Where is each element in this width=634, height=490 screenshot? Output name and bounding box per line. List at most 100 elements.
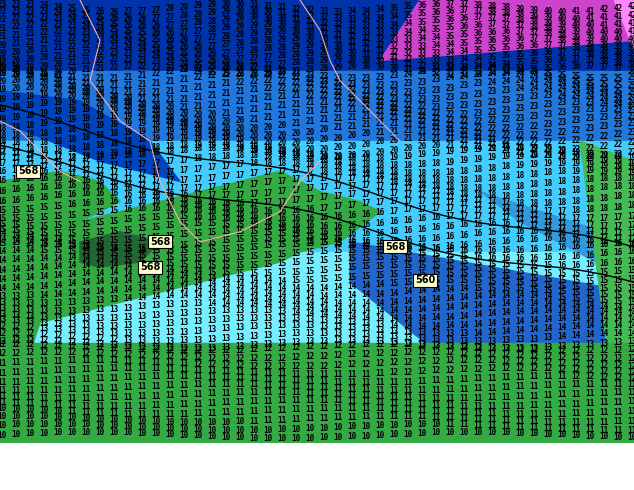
Text: 11: 11	[333, 413, 342, 422]
Text: 18: 18	[628, 182, 634, 191]
Text: 21: 21	[165, 77, 174, 86]
Text: 39: 39	[571, 33, 581, 42]
Text: 19: 19	[39, 70, 49, 78]
Text: 21: 21	[501, 142, 510, 150]
Text: 23: 23	[543, 100, 553, 109]
Text: 20: 20	[25, 54, 35, 64]
Text: 11: 11	[165, 358, 174, 367]
Text: 11: 11	[138, 357, 146, 366]
Text: 16: 16	[81, 182, 91, 191]
Text: 15: 15	[333, 265, 342, 273]
Text: 20: 20	[39, 62, 49, 71]
Text: 18: 18	[431, 176, 441, 185]
Text: 36: 36	[488, 36, 496, 45]
Text: 16: 16	[361, 220, 371, 229]
Text: 18: 18	[361, 166, 371, 174]
Text: 13: 13	[292, 321, 301, 330]
Text: 16: 16	[179, 195, 189, 204]
Text: 16: 16	[11, 167, 21, 175]
Text: 15: 15	[445, 276, 455, 285]
Text: 14: 14	[193, 272, 203, 281]
Text: 15: 15	[403, 247, 413, 257]
Text: 31: 31	[417, 67, 427, 76]
Text: 17: 17	[11, 154, 21, 163]
Text: 12: 12	[53, 348, 63, 357]
Text: 13: 13	[193, 317, 203, 326]
Text: 16: 16	[110, 189, 119, 198]
Text: 12: 12	[529, 351, 539, 361]
Text: 11: 11	[557, 391, 567, 399]
Text: 11: 11	[221, 367, 231, 376]
Text: 14: 14	[557, 332, 567, 342]
Text: 19: 19	[179, 123, 189, 132]
Text: 32: 32	[347, 32, 356, 41]
Text: 12: 12	[628, 362, 634, 371]
Text: 21: 21	[39, 45, 49, 53]
Text: 10: 10	[179, 425, 189, 434]
Text: 17: 17	[249, 180, 259, 189]
Text: 39: 39	[543, 13, 553, 22]
Text: 24: 24	[488, 78, 496, 87]
Text: 22: 22	[207, 72, 217, 80]
Text: 11: 11	[25, 368, 35, 377]
Text: 11: 11	[124, 364, 133, 373]
Text: 15: 15	[152, 222, 160, 232]
Text: 16: 16	[53, 174, 63, 183]
Text: 11: 11	[501, 383, 510, 392]
Text: 10: 10	[165, 424, 174, 433]
Bar	[205, 470, 221, 488]
Text: 14: 14	[628, 329, 634, 338]
Text: 24: 24	[501, 69, 510, 78]
Text: 40: 40	[557, 7, 567, 17]
Text: 14: 14	[138, 293, 146, 302]
Text: 36: 36	[557, 63, 567, 72]
Text: 11: 11	[515, 402, 524, 411]
Text: 11: 11	[207, 380, 217, 389]
Text: 15: 15	[152, 252, 160, 262]
Text: 14: 14	[11, 265, 21, 274]
Text: 20: 20	[11, 65, 21, 74]
Text: 36: 36	[474, 29, 482, 38]
Text: 35: 35	[501, 51, 510, 60]
Text: 19: 19	[417, 150, 427, 159]
Text: 17: 17	[431, 204, 441, 213]
Text: 22: 22	[389, 104, 399, 113]
Text: 12: 12	[81, 343, 91, 351]
Text: 10: 10	[221, 433, 231, 441]
Text: 15: 15	[124, 245, 133, 253]
Text: 18: 18	[474, 184, 482, 193]
Text: 28: 28	[235, 39, 245, 48]
Text: 10: 10	[193, 431, 203, 441]
Text: 13: 13	[138, 312, 146, 321]
Text: 13: 13	[25, 299, 35, 308]
Text: 11: 11	[292, 382, 301, 391]
Text: 13: 13	[221, 334, 231, 343]
Text: 30: 30	[333, 42, 342, 51]
Text: 12: 12	[571, 360, 581, 368]
Text: 15: 15	[501, 272, 510, 281]
Text: 20: 20	[95, 99, 105, 108]
Text: 12: 12	[585, 360, 595, 369]
Text: 18: 18	[529, 170, 539, 179]
Text: 13: 13	[263, 331, 273, 340]
Text: 16: 16	[557, 252, 567, 262]
Text: 12: 12	[53, 341, 63, 350]
Text: 22: 22	[599, 132, 609, 141]
Text: 11: 11	[529, 392, 539, 401]
Text: 15: 15	[515, 273, 524, 282]
Text: 23: 23	[53, 21, 63, 29]
Text: 17: 17	[25, 151, 35, 160]
Text: 11: 11	[488, 393, 496, 402]
Text: 15: 15	[11, 206, 21, 215]
Text: 22: 22	[263, 70, 273, 79]
Text: 22: 22	[515, 131, 524, 140]
Text: 16: 16	[417, 235, 427, 244]
Text: 20: 20	[179, 109, 189, 118]
Text: 33: 33	[320, 7, 328, 16]
Text: 16: 16	[474, 220, 482, 229]
Text: 16: 16	[347, 221, 356, 230]
Text: 15: 15	[0, 239, 6, 247]
Text: 10: 10	[347, 432, 356, 441]
Text: 14: 14	[460, 320, 469, 330]
Text: 12: 12	[333, 341, 342, 350]
